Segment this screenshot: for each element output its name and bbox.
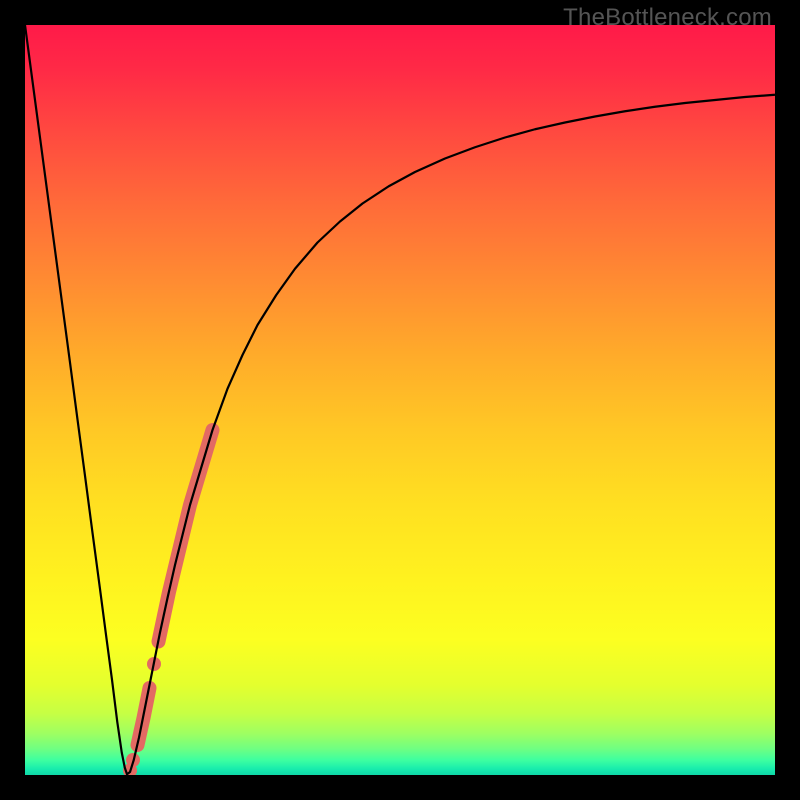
chart-frame: TheBottleneck.com	[0, 0, 800, 800]
watermark-text: TheBottleneck.com	[563, 4, 772, 32]
gradient-background	[25, 25, 775, 775]
plot-area	[25, 25, 775, 775]
plot-svg	[25, 25, 775, 775]
